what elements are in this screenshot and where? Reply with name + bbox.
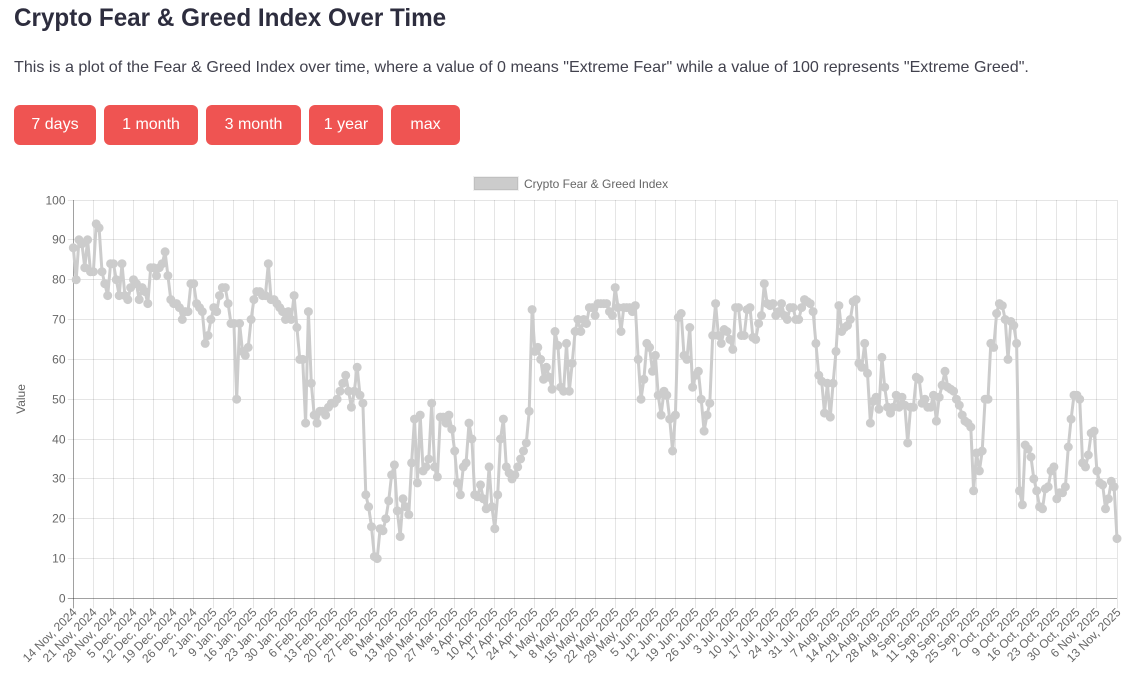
svg-text:0: 0	[59, 592, 66, 606]
svg-text:100: 100	[45, 194, 65, 208]
svg-text:10: 10	[52, 552, 66, 566]
svg-text:90: 90	[52, 233, 66, 247]
svg-text:60: 60	[52, 353, 66, 367]
svg-text:Value: Value	[14, 384, 28, 414]
svg-text:30: 30	[52, 472, 66, 486]
svg-text:50: 50	[52, 393, 66, 407]
svg-text:Crypto Fear & Greed Index: Crypto Fear & Greed Index	[524, 177, 668, 191]
svg-text:40: 40	[52, 433, 66, 447]
svg-text:20: 20	[52, 512, 66, 526]
svg-text:70: 70	[52, 313, 66, 327]
svg-text:80: 80	[52, 273, 66, 287]
